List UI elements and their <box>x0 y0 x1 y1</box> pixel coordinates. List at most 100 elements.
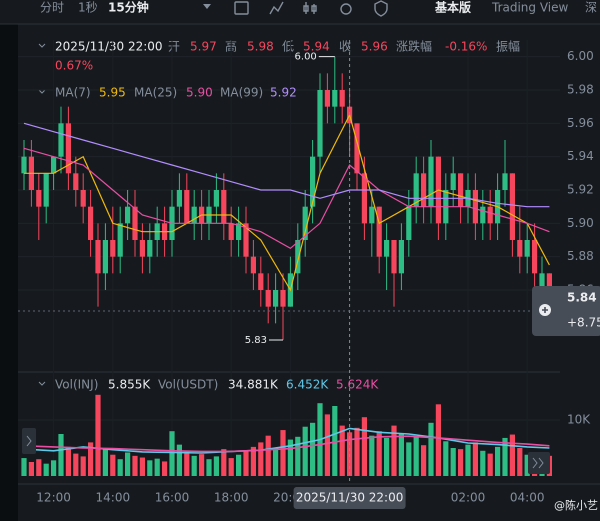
dropdown-icon[interactable] <box>203 4 211 9</box>
max-label: 6.00 <box>295 52 317 63</box>
volume-bar <box>147 460 153 476</box>
volume-bar <box>58 434 64 476</box>
crosshair-label-bg <box>293 487 406 509</box>
volume-bar <box>287 439 293 476</box>
candle-body <box>406 206 412 240</box>
volume-bar <box>354 427 360 476</box>
volume-bar <box>265 435 271 476</box>
volume-bar <box>250 446 256 476</box>
y-tick-label: 5.94 <box>567 149 594 163</box>
info-value: 5.97 <box>190 40 217 54</box>
interval[interactable]: 1秒 <box>78 1 98 15</box>
candle-body <box>517 240 523 257</box>
x-tick-label: 02:00 <box>451 491 486 505</box>
volume-bar <box>376 431 382 476</box>
volume-bar <box>384 437 390 476</box>
candle-body <box>295 240 301 274</box>
info-value: 5.94 <box>303 40 330 54</box>
candle-body <box>236 223 242 240</box>
y-tick-label: 5.98 <box>567 83 594 97</box>
volume-bar <box>125 452 131 476</box>
volume-ma-value: 6.452K <box>286 378 329 392</box>
candle-body <box>139 240 145 257</box>
candle-body <box>273 290 279 307</box>
candle-body <box>421 173 427 207</box>
volume-bar <box>162 461 168 476</box>
watermark: @陈小艺 <box>554 498 598 512</box>
volume-bar <box>443 441 449 476</box>
scroll-left-button[interactable] <box>22 428 36 454</box>
candle-body <box>339 90 345 107</box>
volume-bar <box>391 425 397 476</box>
candle-body <box>243 223 249 257</box>
mode-active[interactable]: 基本版 <box>434 0 471 15</box>
volume-value: 34.881K <box>228 378 279 392</box>
candle-body <box>191 206 197 224</box>
candle-body <box>546 273 552 290</box>
collapse-icon[interactable] <box>38 381 46 386</box>
volume-bar <box>228 458 234 476</box>
candle-body <box>361 173 367 224</box>
candle-body <box>117 223 123 257</box>
volume-bar <box>191 455 197 476</box>
candle-body <box>250 256 256 274</box>
volume-bar <box>458 449 464 476</box>
volume-bar <box>206 459 212 476</box>
scroll-right-button[interactable] <box>528 452 550 474</box>
candle-body <box>354 123 360 174</box>
candle-body <box>102 240 108 274</box>
candle-body <box>43 173 49 207</box>
volume-bar <box>495 446 501 476</box>
volume-bar <box>273 449 279 476</box>
candle-body <box>384 240 390 257</box>
volume-bar <box>176 444 182 476</box>
info-value: 5.98 <box>247 40 274 54</box>
interval-active[interactable]: 15分钟 <box>108 0 149 15</box>
volume-bar <box>502 437 508 476</box>
volume-bar <box>480 450 486 476</box>
candle-body <box>21 156 27 174</box>
mode[interactable]: Trading View <box>491 1 569 15</box>
mode[interactable]: 深 <box>585 1 597 15</box>
legend-label: MA(99) <box>220 86 263 100</box>
volume-bar <box>236 454 242 476</box>
info-label: 涨跌幅 <box>396 39 432 54</box>
volume-bar <box>102 448 108 476</box>
toolbar-icons[interactable] <box>234 0 388 17</box>
volume-bar <box>472 442 478 476</box>
volume-bar <box>110 454 116 476</box>
volume-bar <box>184 451 190 476</box>
volume-title: Vol(USDT) <box>158 378 218 392</box>
candle-body <box>176 190 182 207</box>
volume-bar <box>80 456 86 476</box>
candle-body <box>184 190 190 224</box>
legend-label: MA(25) <box>134 86 177 100</box>
ma-line <box>23 122 550 208</box>
volume-bar <box>199 454 205 476</box>
candle-body <box>258 273 264 290</box>
candle-body <box>302 206 308 240</box>
candle-body <box>95 240 101 274</box>
candle-body <box>228 223 234 240</box>
volume-bar <box>295 436 301 476</box>
left-strip <box>0 24 18 521</box>
volume-ma-value: 5.624K <box>336 378 379 392</box>
volume-bar <box>73 453 79 476</box>
volume-bar <box>339 425 345 476</box>
candle-body <box>310 156 316 207</box>
candle-body <box>532 240 538 274</box>
legend-label: MA(7) <box>55 86 91 100</box>
collapse-icon[interactable] <box>38 43 46 48</box>
candle-body <box>65 123 71 174</box>
volume-ma-line <box>23 435 550 453</box>
x-tick-label: 14:00 <box>96 491 131 505</box>
collapse-icon[interactable] <box>38 89 46 94</box>
volume-bar <box>524 454 530 476</box>
candle-body <box>539 273 545 290</box>
volume-bar <box>302 426 308 476</box>
candle-body <box>524 240 530 257</box>
candle-body <box>36 190 42 207</box>
interval[interactable]: 分时 <box>40 1 64 15</box>
volume-ma-line <box>23 427 550 454</box>
